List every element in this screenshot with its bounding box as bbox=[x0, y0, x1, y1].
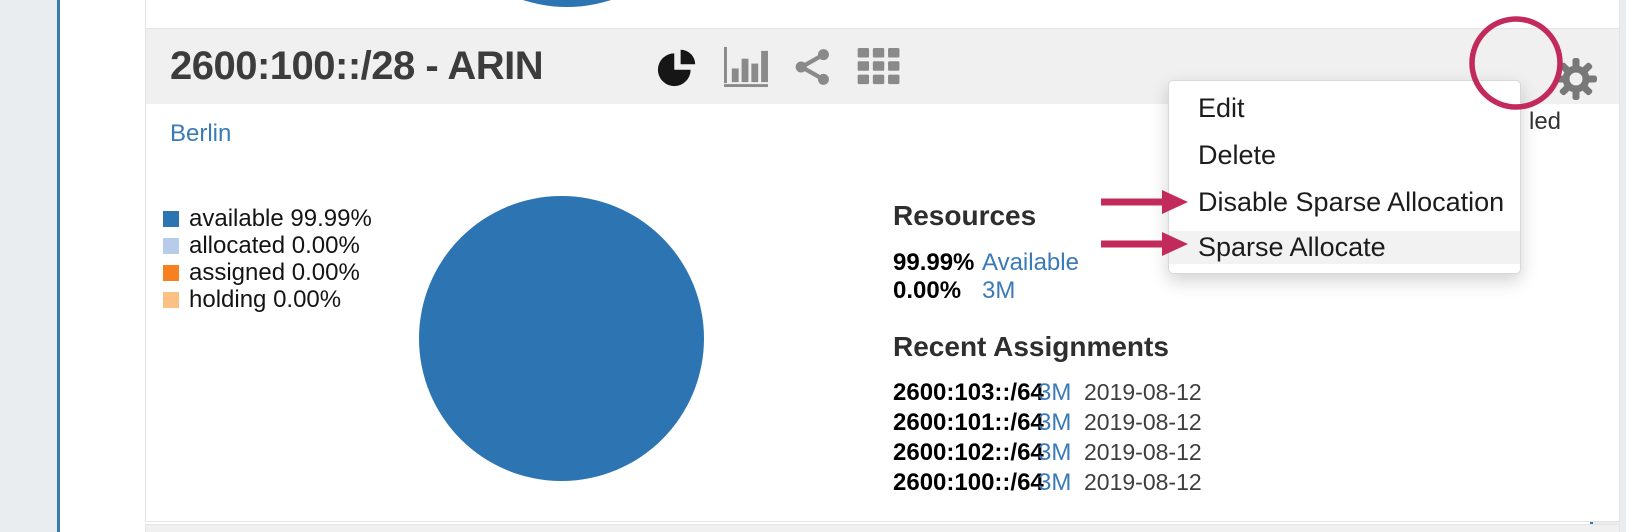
pie-chart-icon[interactable] bbox=[657, 46, 697, 88]
legend-swatch-available bbox=[163, 210, 179, 227]
pie-legend: available 99.99% allocated 0.00% assigne… bbox=[163, 205, 372, 313]
menu-item-edit[interactable]: Edit bbox=[1198, 93, 1245, 123]
assignment-date: 2019-08-12 bbox=[1084, 439, 1202, 465]
resource-row: 99.99% Available bbox=[893, 249, 1373, 277]
legend-item-holding: holding 0.00% bbox=[163, 286, 372, 313]
assignment-row: 2600:103::/64 3M 2019-08-12 bbox=[893, 377, 1373, 407]
resource-value: 99.99% bbox=[893, 249, 975, 276]
legend-swatch-allocated bbox=[163, 237, 179, 254]
assignment-link[interactable]: 3M bbox=[1038, 469, 1072, 496]
legend-label: allocated 0.00% bbox=[189, 231, 360, 259]
gear-context-menu: Edit Delete Disable Sparse Allocation Sp… bbox=[1168, 80, 1521, 274]
grid-icon[interactable] bbox=[857, 47, 902, 86]
previous-block-remnant bbox=[145, 0, 1620, 28]
legend-swatch-holding bbox=[163, 291, 179, 308]
legend-item-assigned: assigned 0.00% bbox=[163, 259, 372, 286]
gear-icon[interactable] bbox=[1554, 57, 1598, 101]
details-column: Resources 99.99% Available 0.00% 3M Rece… bbox=[893, 200, 1373, 497]
assignment-prefix: 2600:100::/64 bbox=[893, 469, 1044, 496]
resource-link[interactable]: 3M bbox=[982, 277, 1016, 304]
resource-row: 0.00% 3M bbox=[893, 277, 1373, 305]
previous-pie-chart-edge bbox=[425, 0, 709, 7]
legend-item-allocated: allocated 0.00% bbox=[163, 232, 372, 259]
resource-link[interactable]: Available bbox=[982, 249, 1079, 276]
legend-item-available: available 99.99% bbox=[163, 205, 372, 232]
block-title: 2600:100::/28 - ARIN bbox=[170, 44, 544, 88]
bar-chart-icon[interactable] bbox=[722, 45, 769, 88]
assignment-date: 2019-08-12 bbox=[1084, 379, 1202, 405]
assignment-link[interactable]: 3M bbox=[1038, 439, 1072, 466]
recent-assignments-rows: 2600:103::/64 3M 2019-08-12 2600:101::/6… bbox=[893, 377, 1373, 497]
assignment-prefix: 2600:101::/64 bbox=[893, 409, 1044, 436]
recent-assignments-heading: Recent Assignments bbox=[893, 331, 1169, 362]
partial-status-text: led bbox=[1529, 108, 1562, 135]
legend-label: available 99.99% bbox=[189, 204, 372, 232]
assignment-date: 2019-08-12 bbox=[1084, 469, 1202, 495]
assignment-row: 2600:101::/64 3M 2019-08-12 bbox=[893, 407, 1373, 437]
assignment-prefix: 2600:102::/64 bbox=[893, 439, 1044, 466]
assignment-row: 2600:102::/64 3M 2019-08-12 bbox=[893, 437, 1373, 467]
resource-value: 0.00% bbox=[893, 277, 962, 304]
legend-label: assigned 0.00% bbox=[189, 258, 360, 286]
next-block-header-edge bbox=[145, 524, 1620, 532]
assignment-link[interactable]: 3M bbox=[1038, 379, 1072, 406]
menu-item-sparse-allocate[interactable]: Sparse Allocate bbox=[1169, 231, 1520, 264]
share-icon[interactable] bbox=[794, 48, 832, 86]
legend-label: holding 0.00% bbox=[189, 285, 342, 313]
location-link[interactable]: Berlin bbox=[170, 120, 232, 147]
assignment-row: 2600:100::/64 3M 2019-08-12 bbox=[893, 467, 1373, 497]
assignment-prefix: 2600:103::/64 bbox=[893, 379, 1044, 406]
header-toolbar bbox=[657, 29, 902, 104]
assignment-date: 2019-08-12 bbox=[1084, 409, 1202, 435]
menu-item-delete[interactable]: Delete bbox=[1198, 140, 1277, 170]
utilization-pie-chart bbox=[419, 196, 704, 481]
resources-heading: Resources bbox=[893, 200, 1037, 231]
resources-rows: 99.99% Available 0.00% 3M bbox=[893, 249, 1373, 305]
assignment-link[interactable]: 3M bbox=[1038, 409, 1072, 436]
menu-item-disable-sparse-allocation[interactable]: Disable Sparse Allocation bbox=[1198, 187, 1505, 217]
legend-swatch-assigned bbox=[163, 264, 179, 281]
